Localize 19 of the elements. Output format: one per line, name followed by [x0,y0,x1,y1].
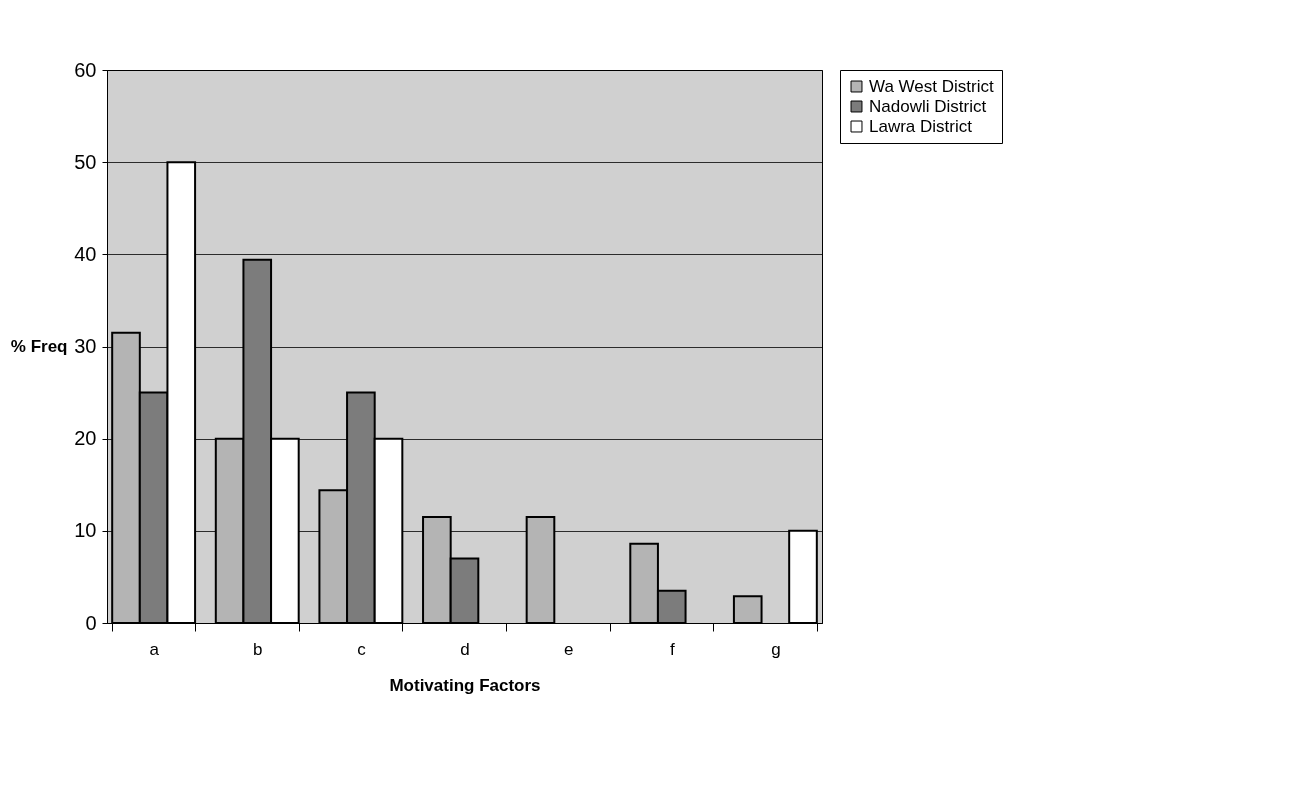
x-tick-label: e [563,639,574,659]
y-axis-title: % Freq [10,337,68,356]
y-tick-label: 40 [74,242,97,265]
x-tick-label: c [357,639,367,659]
y-tick-label: 0 [85,611,97,634]
y-tick-label: 60 [74,58,97,81]
legend-label: Wa West District [869,76,994,96]
x-tick-label: f [669,639,675,659]
x-tick-label: g [771,639,781,659]
y-tick-label: 10 [74,519,97,542]
legend-label: Lawra District [869,116,973,136]
x-tick-label: a [149,639,160,659]
y-tick-label: 30 [74,335,97,357]
x-tick-label: b [253,639,263,659]
y-tick-label: 20 [74,427,97,450]
x-axis-title: Motivating Factors [389,675,541,695]
legend-label: Nadowli District [869,96,987,116]
x-tick-label: d [460,639,470,659]
y-tick-label: 50 [74,150,97,173]
